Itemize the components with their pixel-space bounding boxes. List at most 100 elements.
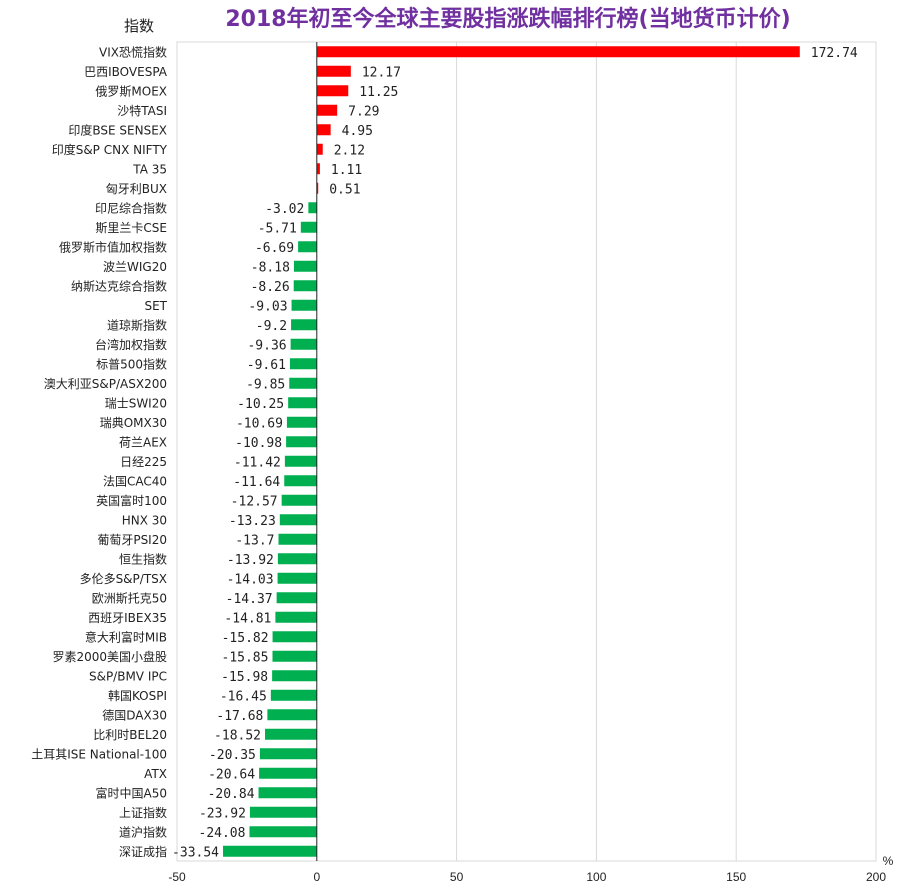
category-label: 英国富时100 — [96, 493, 167, 508]
category-label: 纳斯达克综合指数 — [71, 278, 167, 293]
bar — [277, 553, 317, 565]
bar — [276, 592, 317, 604]
bar — [286, 436, 317, 448]
value-label: -20.35 — [209, 748, 256, 763]
category-label: 韩国KOSPI — [108, 688, 167, 703]
bar — [272, 631, 317, 643]
value-label: -8.18 — [251, 260, 290, 275]
value-label: -8.26 — [251, 280, 290, 295]
bar — [291, 319, 317, 331]
category-label: 多伦多S&P/TSX — [80, 571, 167, 586]
category-label: 台湾加权指数 — [95, 337, 167, 352]
value-label: -12.57 — [231, 494, 278, 509]
value-label: 4.95 — [342, 124, 373, 139]
bar — [289, 377, 317, 389]
category-label: S&P/BMV IPC — [89, 669, 167, 683]
bar — [316, 124, 331, 136]
value-label: 11.25 — [359, 85, 398, 100]
value-label: -3.02 — [265, 202, 304, 217]
bar — [316, 46, 800, 58]
bar — [223, 845, 317, 857]
bar — [267, 709, 317, 721]
value-label: -20.64 — [208, 767, 255, 782]
value-label: 7.29 — [348, 104, 379, 119]
category-label: SET — [144, 299, 167, 313]
chart-title: 2018年初至今全球主要股指涨跌幅排行榜(当地货币计价) — [225, 6, 790, 32]
value-label: -13.23 — [229, 514, 276, 529]
category-label: 俄罗斯市值加权指数 — [59, 239, 167, 254]
bar — [316, 163, 320, 175]
category-label: 巴西IBOVESPA — [84, 65, 168, 79]
value-label: -14.81 — [224, 611, 271, 626]
category-label: 道琼斯指数 — [107, 317, 167, 332]
x-tick-label: 100 — [586, 870, 606, 884]
value-label: -13.92 — [227, 553, 274, 568]
bar — [278, 533, 317, 545]
category-label: 土耳其ISE National-100 — [31, 747, 167, 761]
category-label: 恒生指数 — [119, 551, 167, 566]
value-label: -5.71 — [258, 221, 297, 236]
value-label: -18.52 — [214, 728, 261, 743]
value-label: -23.92 — [199, 806, 246, 821]
category-label: 欧洲斯托克50 — [92, 591, 167, 605]
category-label: 印度BSE SENSEX — [68, 122, 167, 137]
bar — [290, 338, 317, 350]
bar — [316, 143, 323, 155]
bar — [284, 475, 317, 487]
value-label: -10.25 — [237, 397, 284, 412]
x-tick-label: 50 — [450, 870, 464, 884]
category-label: 意大利富时MIB — [85, 629, 167, 644]
category-label: 俄罗斯MOEX — [95, 84, 167, 98]
category-label: 斯里兰卡CSE — [95, 221, 167, 235]
bar — [281, 494, 317, 506]
category-label: VIX恐慌指数 — [99, 44, 167, 59]
value-label: -9.36 — [247, 338, 286, 353]
value-label: -14.37 — [226, 592, 273, 607]
category-label: 荷兰AEX — [119, 435, 167, 449]
category-label: 葡萄牙PSI20 — [97, 533, 167, 547]
value-label: -10.98 — [235, 436, 282, 451]
value-label: -9.03 — [248, 299, 287, 314]
value-label: 12.17 — [362, 65, 401, 80]
category-label: 上证指数 — [119, 805, 167, 820]
value-label: -15.98 — [221, 670, 268, 685]
bar — [293, 280, 317, 292]
bar — [249, 806, 317, 818]
category-label: 西班牙IBEX35 — [88, 611, 167, 625]
category-label: 沙特TASI — [117, 103, 167, 118]
category-label: 匈牙利BUX — [106, 182, 167, 196]
value-label: 2.12 — [334, 143, 365, 158]
bar — [259, 767, 317, 779]
x-tick-label: 0 — [313, 870, 320, 884]
bars — [223, 46, 800, 857]
category-label: 标普500指数 — [96, 356, 167, 371]
value-label: 172.74 — [811, 46, 858, 61]
bar — [258, 787, 317, 799]
bar — [316, 85, 349, 97]
bar — [277, 572, 317, 584]
value-label: -17.68 — [216, 709, 263, 724]
bar — [300, 221, 317, 233]
bar — [308, 202, 317, 214]
value-label: 1.11 — [331, 163, 362, 178]
category-label: 印尼综合指数 — [95, 200, 167, 215]
category-label: 富时中国A50 — [96, 785, 167, 800]
bar — [272, 650, 317, 662]
value-label: -33.54 — [172, 845, 219, 860]
value-label: -11.42 — [234, 455, 281, 470]
value-label: -20.84 — [208, 787, 255, 802]
category-label: ATX — [144, 767, 167, 781]
category-label: 日经225 — [120, 455, 167, 469]
value-label: 0.51 — [329, 182, 360, 197]
bar — [265, 728, 317, 740]
category-label: TA 35 — [132, 162, 167, 176]
category-label: 德国DAX30 — [102, 707, 167, 722]
category-label: 波兰WIG20 — [103, 260, 167, 274]
category-label: HNX 30 — [122, 513, 167, 527]
bar — [291, 299, 317, 311]
category-label: 瑞士SWI20 — [105, 396, 167, 410]
value-label: -16.45 — [220, 689, 267, 704]
bar — [316, 65, 351, 77]
value-label: -14.03 — [227, 572, 274, 587]
bar — [298, 241, 317, 253]
